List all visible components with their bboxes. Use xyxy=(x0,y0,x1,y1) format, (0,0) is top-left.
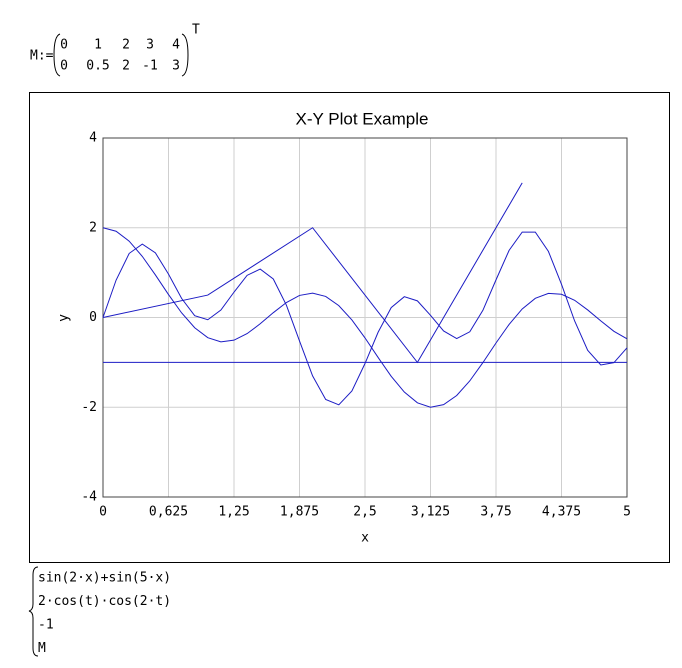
trace-brace xyxy=(28,566,39,657)
trace-expression: 2·cos(t)·cos(2·t) xyxy=(38,594,171,609)
y-axis-label: y xyxy=(57,314,72,322)
x-tick-label: 1,25 xyxy=(218,505,249,520)
x-tick-label: 4,375 xyxy=(542,505,581,520)
matrix-cell: 3 xyxy=(146,38,154,53)
y-tick-label: 2 xyxy=(89,220,97,235)
y-tick-label: 0 xyxy=(89,310,97,325)
x-tick-label: 3,125 xyxy=(411,505,450,520)
matrix-cell: 4 xyxy=(172,38,180,53)
matrix-cell: 0 xyxy=(60,38,68,53)
matrix-cell: 2 xyxy=(122,38,130,53)
matrix-cell: 2 xyxy=(122,59,130,74)
transpose-mark: T xyxy=(192,23,200,38)
trace-expression: M xyxy=(38,641,46,656)
y-tick-label: -2 xyxy=(81,400,97,415)
series-line xyxy=(102,231,628,406)
x-axis-label: x xyxy=(361,531,369,546)
matrix-cell: 3 xyxy=(172,59,180,74)
trace-list: sin(2·x)+sin(5·x) 2·cos(t)·cos(2·t) -1 M xyxy=(38,571,171,657)
series-line xyxy=(102,182,523,364)
definition-label: M:= xyxy=(30,49,54,64)
x-tick-label: 0 xyxy=(99,505,107,520)
y-tick-label: 4 xyxy=(89,131,97,146)
x-tick-label: 3,75 xyxy=(480,505,511,520)
matrix-cell: 0.5 xyxy=(86,59,109,74)
series-line xyxy=(102,227,628,408)
x-tick-label: 2,5 xyxy=(353,505,376,520)
matrix-cell: -1 xyxy=(142,59,158,74)
trace-expression: -1 xyxy=(38,618,54,633)
x-tick-label: 5 xyxy=(623,505,631,520)
matrix-paren-right xyxy=(181,33,189,77)
chart-title: X-Y Plot Example xyxy=(296,109,429,128)
x-tick-label: 0,625 xyxy=(149,505,188,520)
y-tick-label: -4 xyxy=(81,490,97,505)
matrix: 0 1 2 3 4 0 0.5 2 -1 3 xyxy=(60,38,180,74)
x-tick-label: 1,875 xyxy=(280,505,319,520)
plot-frame xyxy=(29,92,670,563)
matrix-paren-left xyxy=(53,33,61,77)
plot-area: 0 0,625 1,25 1,875 2,5 3,125 3,75 4,375 5 -4 -2 0 2 4 xyxy=(81,131,631,520)
matrix-cell: 1 xyxy=(94,38,102,53)
matrix-cell: 0 xyxy=(60,59,68,74)
trace-expression: sin(2·x)+sin(5·x) xyxy=(38,571,171,586)
